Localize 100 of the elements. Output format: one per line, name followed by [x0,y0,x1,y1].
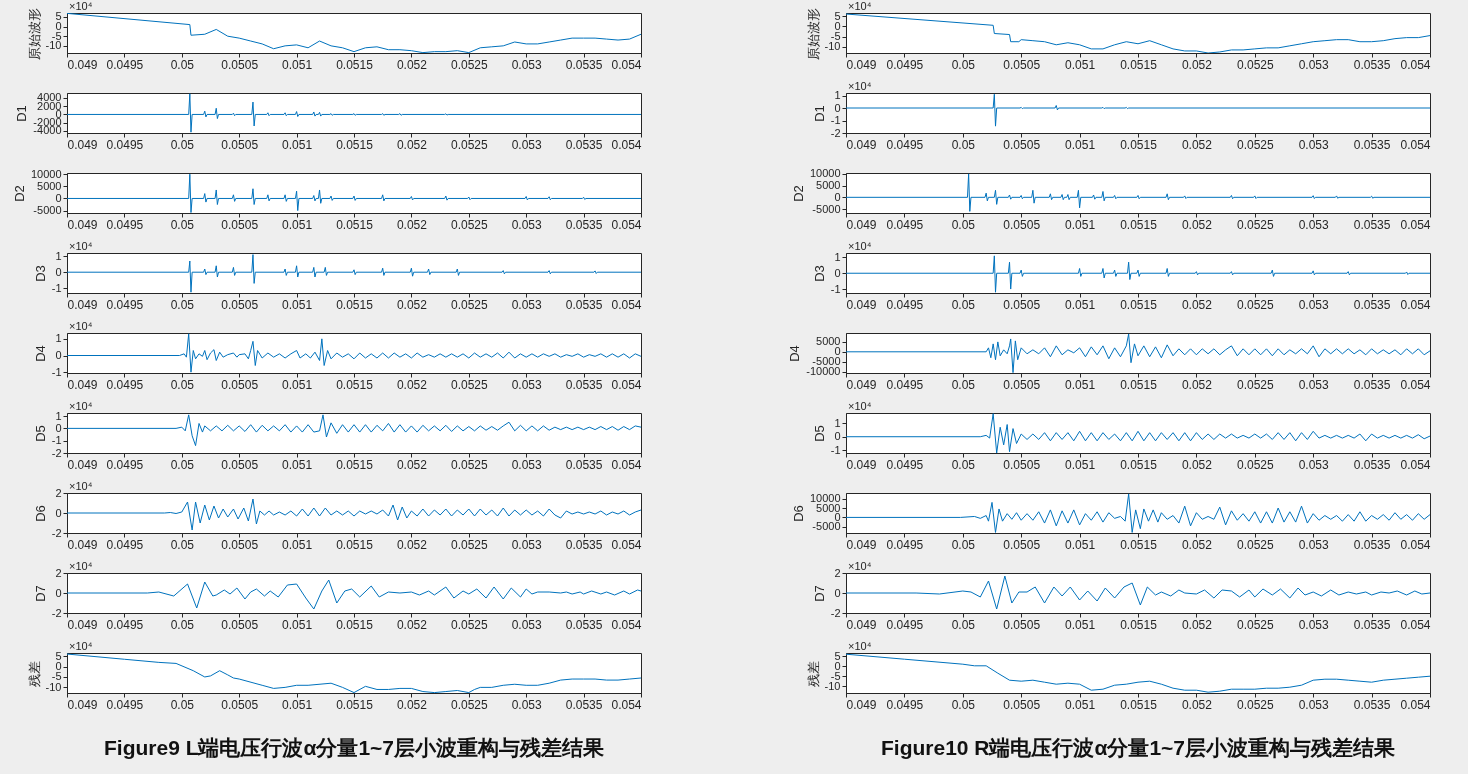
y-tick-label: -5000 [812,202,841,215]
x-tick-label: 0.053 [1298,617,1330,632]
x-tick-label: 0.0535 [565,297,603,312]
x-tick-label: 0.051 [282,57,313,72]
x-tick-label: 0.049 [67,617,98,632]
x-tick-label: 0.054 [611,617,642,632]
y-tick-label: 10000 [30,167,62,180]
x-tick-label: 0.0525 [450,457,488,472]
x-tick-label: 0.0495 [106,697,144,712]
y-tick-label: 2 [55,486,62,499]
text: ×10⁴ [848,240,872,252]
y-tick-label: -2 [51,526,62,539]
line-series [67,498,641,531]
x-tick-label: 0.052 [1181,57,1213,72]
x-tick-label: 0.0495 [106,617,144,632]
x-tick-label: 0.049 [846,137,877,152]
x-tick-label: 0.051 [282,457,313,472]
y-tick-label: -2 [51,446,62,459]
x-tick-label: 0.0495 [886,297,924,312]
y-tick-label: 1 [55,332,62,345]
x-tick-label: 0.052 [396,377,428,392]
x-tick-label: 0.05 [951,217,976,232]
x-tick-label: 0.0525 [1236,57,1274,72]
x-tick-label: 0.049 [67,137,98,152]
x-tick-label: 0.053 [511,617,543,632]
x-tick-label: 0.051 [1065,57,1096,72]
y-axis-title: D2 [11,185,27,202]
x-tick-label: 0.054 [611,457,642,472]
x-tick-label: 0.054 [1400,217,1431,232]
x-tick-label: 0.0505 [221,617,259,632]
x-tick-label: 0.0525 [1236,137,1274,152]
y-axis-title: 残差 [805,660,821,687]
y-tick-label: 0 [834,430,841,443]
x-tick-label: 0.0495 [106,377,144,392]
x-tick-label: 0.0505 [1003,617,1041,632]
x-tick-label: 0.0535 [1353,137,1391,152]
y-tick-label: 5 [834,9,841,22]
x-tick-label: 0.053 [511,697,543,712]
x-tick-label: 0.049 [67,457,98,472]
x-tick-label: 0.0535 [565,57,603,72]
x-tick-label: 0.052 [1181,457,1213,472]
y-tick-label: 0 [834,101,841,114]
x-tick-label: 0.052 [1181,137,1213,152]
x-tick-label: 0.054 [611,297,642,312]
x-tick-label: 0.05 [951,617,976,632]
text: ×10⁴ [69,400,93,412]
x-tick-label: 0.0525 [450,617,488,632]
x-tick-label: 0.05 [170,537,195,552]
x-tick-label: 0.052 [396,297,428,312]
x-tick-label: 0.0495 [886,377,924,392]
x-tick-label: 0.051 [1065,377,1096,392]
line-series [67,414,641,447]
x-tick-label: 0.049 [846,217,877,232]
x-tick-label: 0.053 [511,457,543,472]
text: ×10⁴ [848,400,872,412]
x-tick-label: 0.0505 [221,217,259,232]
x-tick-label: 0.054 [1400,617,1431,632]
x-tick-label: 0.0535 [1353,377,1391,392]
x-tick-label: 0.0515 [1120,137,1158,152]
y-tick-label: 0 [834,586,841,599]
y-tick-label: 5000 [816,179,841,192]
y-axis-title: D4 [787,345,803,362]
y-tick-label: 2 [834,566,841,579]
x-tick-label: 0.0515 [336,537,374,552]
x-tick-label: 0.049 [846,537,877,552]
y-tick-label: -2 [51,606,62,619]
x-tick-label: 0.0515 [1120,537,1158,552]
y-axis-title: 原始波形 [26,7,42,60]
x-tick-label: 0.052 [396,457,428,472]
x-tick-label: 0.05 [951,537,976,552]
x-tick-label: 0.0495 [886,697,924,712]
y-axis-title: D3 [811,265,827,282]
x-tick-label: 0.05 [170,617,195,632]
y-axis-title: D7 [811,585,827,602]
x-tick-label: 0.05 [170,457,195,472]
x-tick-label: 0.0505 [221,137,259,152]
x-tick-label: 0.049 [846,457,877,472]
x-tick-label: 0.049 [67,57,98,72]
x-tick-label: 0.053 [1298,57,1330,72]
x-tick-label: 0.052 [396,137,428,152]
x-tick-label: 0.054 [1400,697,1431,712]
x-tick-label: 0.049 [67,697,98,712]
x-tick-label: 0.0535 [565,537,603,552]
x-tick-label: 0.0525 [1236,297,1274,312]
x-tick-label: 0.052 [396,217,428,232]
x-tick-label: 0.05 [951,377,976,392]
x-tick-label: 0.049 [67,217,98,232]
line-series [67,579,641,610]
x-tick-label: 0.0515 [336,57,374,72]
y-tick-label: 0 [55,265,62,278]
text: Figure10 R端电压行波α分量1~7层小波重构与残差结果 [880,736,1396,759]
y-axis-title: D2 [790,185,806,202]
text: ×10⁴ [848,560,872,572]
x-tick-label: 0.0535 [565,137,603,152]
x-tick-label: 0.0495 [106,217,144,232]
x-tick-label: 0.0515 [336,217,374,232]
y-axis-title: D5 [811,425,827,442]
x-tick-label: 0.0515 [336,457,374,472]
x-tick-label: 0.052 [396,57,428,72]
text: ×10⁴ [848,640,872,652]
